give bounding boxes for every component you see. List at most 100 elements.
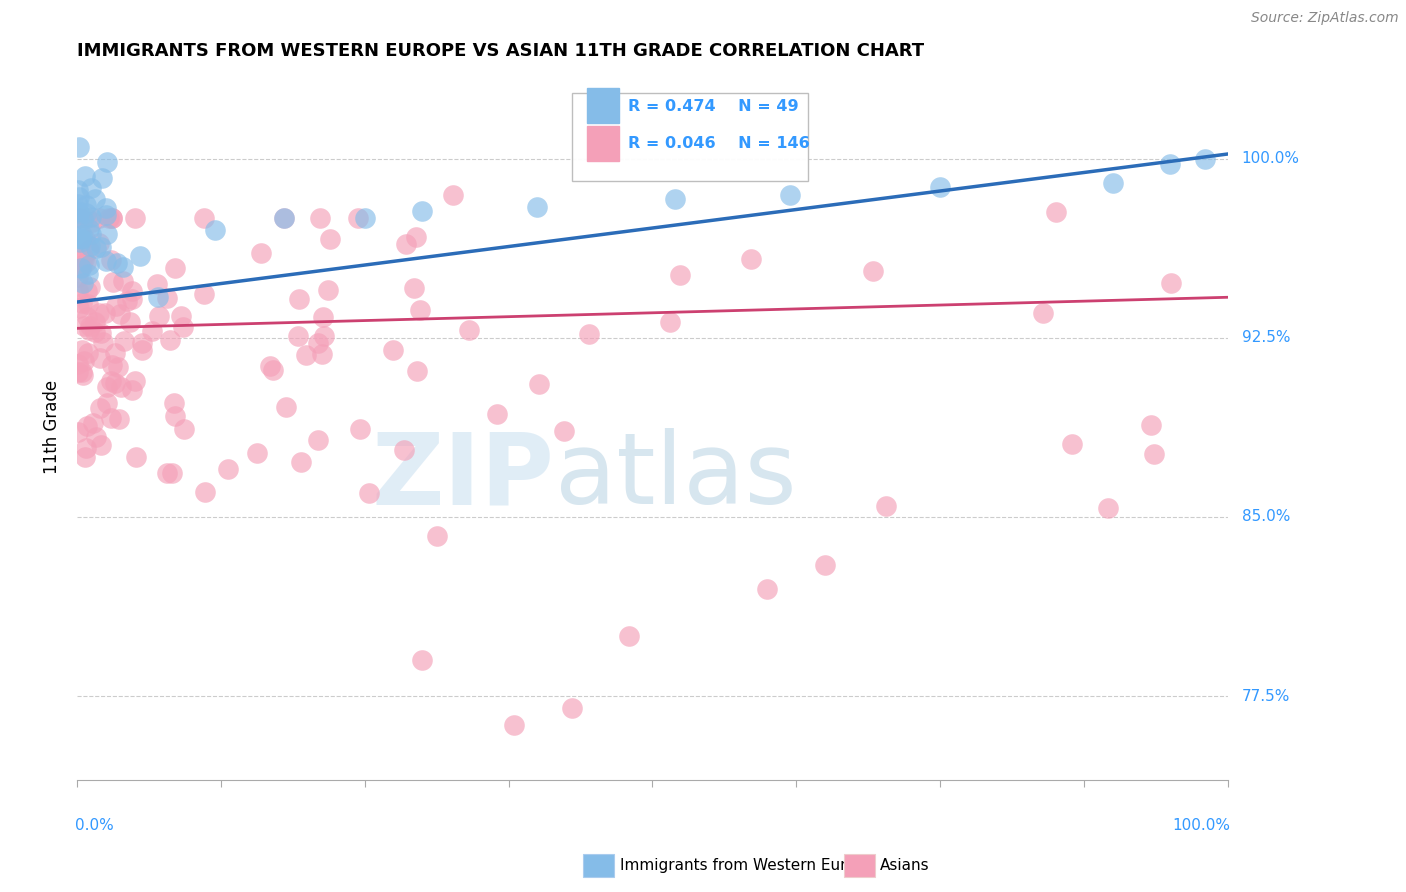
Point (194, 485, 217, 500)
Point (75, 450, 97, 465)
Point (73, 318, 96, 333)
Text: R = 0.046    N = 146: R = 0.046 N = 146 (628, 136, 810, 151)
Point (91, 334, 114, 349)
Point (503, 717, 526, 731)
Point (82, 215, 104, 229)
Point (273, 211, 295, 226)
Point (875, 499, 897, 513)
Text: 100.0%: 100.0% (1241, 152, 1299, 166)
Point (76, 419, 98, 434)
Point (426, 528, 449, 542)
Point (69, 211, 91, 226)
Point (75, 206, 97, 220)
Point (100, 252, 122, 267)
Point (70, 260, 93, 275)
Point (349, 422, 371, 436)
Point (259, 359, 281, 374)
Point (204, 223, 226, 237)
Point (82, 416, 104, 430)
Point (67, 365, 90, 379)
FancyBboxPatch shape (586, 88, 619, 123)
Point (619, 629, 641, 643)
Point (75, 441, 97, 455)
Point (312, 310, 335, 325)
Point (295, 348, 318, 362)
Point (96, 380, 118, 394)
Point (1097, 500, 1119, 515)
Point (346, 211, 368, 226)
Point (96, 154, 118, 169)
Text: R = 0.474    N = 49: R = 0.474 N = 49 (628, 99, 799, 113)
Point (91, 170, 114, 185)
Point (84, 315, 107, 329)
Point (67, 263, 90, 277)
Point (76, 284, 98, 298)
Point (121, 284, 143, 298)
Point (77, 346, 100, 360)
Point (101, 211, 124, 226)
Point (77, 221, 100, 235)
Point (73, 232, 96, 246)
Point (87, 211, 110, 226)
Point (1159, 156, 1181, 170)
Point (664, 193, 686, 207)
Text: 77.5%: 77.5% (1241, 689, 1289, 704)
Point (86, 241, 108, 255)
Point (94, 209, 117, 223)
Point (67, 196, 90, 211)
Point (458, 322, 481, 336)
Text: Immigrants from Western Europe: Immigrants from Western Europe (620, 858, 875, 872)
Point (287, 329, 309, 343)
Point (485, 407, 508, 421)
Point (67, 284, 90, 298)
Point (73, 354, 96, 368)
Point (274, 400, 297, 414)
Point (100, 374, 122, 388)
Point (89, 401, 111, 415)
Text: 100.0%: 100.0% (1173, 818, 1230, 833)
Point (87, 306, 110, 320)
Point (104, 376, 127, 390)
FancyBboxPatch shape (586, 126, 619, 161)
Point (756, 582, 779, 596)
Point (84, 192, 107, 206)
Point (382, 343, 405, 357)
Point (659, 315, 682, 329)
Point (80, 227, 103, 241)
Point (163, 260, 186, 275)
Point (77, 258, 100, 272)
Point (72, 247, 94, 261)
Point (80, 181, 103, 195)
Point (561, 701, 583, 715)
Point (79, 318, 101, 333)
Point (131, 335, 153, 350)
Point (405, 364, 427, 378)
Point (90, 437, 112, 451)
Point (72, 211, 94, 226)
Point (170, 309, 193, 323)
Point (70, 227, 93, 242)
Point (90, 240, 112, 254)
Point (246, 446, 269, 460)
Point (121, 292, 143, 306)
Point (1194, 152, 1216, 166)
Point (156, 466, 179, 480)
Point (405, 230, 427, 244)
Point (1062, 437, 1084, 451)
Point (146, 290, 169, 304)
Point (411, 653, 433, 667)
Point (290, 455, 312, 469)
Point (121, 383, 143, 397)
Point (392, 442, 415, 457)
Point (67, 211, 90, 226)
Point (103, 275, 125, 289)
Point (262, 363, 284, 377)
Point (72, 295, 94, 310)
Point (740, 252, 762, 266)
Text: 0.0%: 0.0% (75, 818, 114, 833)
Point (67, 231, 90, 245)
Point (75, 169, 97, 183)
Point (72, 368, 94, 382)
Point (84, 430, 107, 444)
Point (94, 253, 117, 268)
